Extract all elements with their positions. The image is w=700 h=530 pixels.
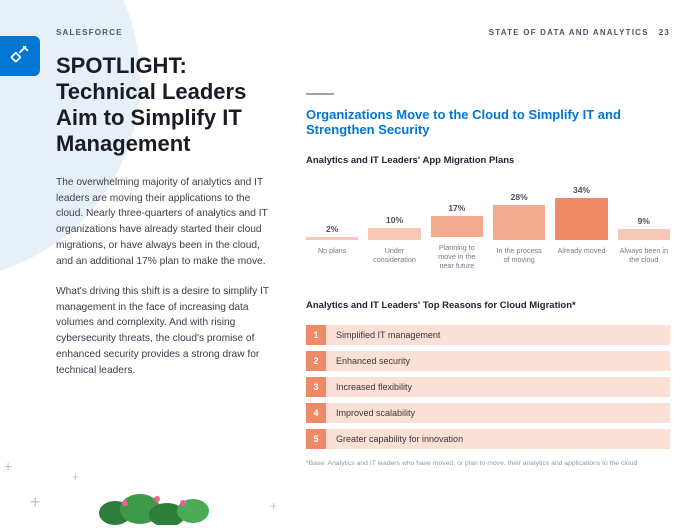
reason-rank: 2 (306, 351, 326, 371)
reason-row: 3Increased flexibility (306, 377, 670, 397)
reason-row: 2Enhanced security (306, 351, 670, 371)
bar-column: 34% Already moved (555, 185, 607, 271)
bar-label: No plans (318, 246, 346, 270)
bar-value: 2% (326, 224, 338, 234)
bar-value: 28% (511, 192, 528, 202)
chart-heading: Analytics and IT Leaders' App Migration … (306, 155, 670, 166)
reason-rank: 1 (306, 325, 326, 345)
bar-value: 10% (386, 215, 403, 225)
bar-value: 9% (638, 216, 650, 226)
bar-column: 2% No plans (306, 224, 358, 270)
bar-label: Always been in the cloud (618, 246, 670, 270)
bar-label: Already moved (558, 246, 606, 270)
doc-title: STATE OF DATA AND ANALYTICS (489, 28, 649, 37)
body-paragraph: What's driving this shift is a desire to… (56, 284, 276, 379)
bar (306, 237, 358, 240)
reason-label: Increased flexibility (326, 377, 670, 397)
migration-bar-chart: 2% No plans 10% Under consideration 17% Plann… (306, 180, 670, 270)
reason-row: 1Simplified IT management (306, 325, 670, 345)
bar-value: 17% (448, 203, 465, 213)
reason-label: Improved scalability (326, 403, 670, 423)
bar-value: 34% (573, 185, 590, 195)
reasons-list: 1Simplified IT management2Enhanced secur… (306, 325, 670, 449)
bar-label: Under consideration (368, 246, 420, 270)
bar (555, 198, 607, 241)
bar-column: 9% Always been in the cloud (618, 216, 670, 270)
bar (618, 229, 670, 240)
reasons-heading: Analytics and IT Leaders' Top Reasons fo… (306, 300, 670, 311)
bar (493, 205, 545, 240)
bar (368, 228, 420, 241)
reason-rank: 3 (306, 377, 326, 397)
section-rule (306, 93, 334, 95)
bar-label: Planning to move in the near future (431, 243, 483, 270)
bar-column: 10% Under consideration (368, 215, 420, 271)
body-paragraph: The overwhelming majority of analytics a… (56, 175, 276, 270)
page-number: 23 (659, 28, 670, 37)
bar (431, 216, 483, 237)
running-head: STATE OF DATA AND ANALYTICS 23 (306, 28, 670, 37)
bar-label: In the process of moving (493, 246, 545, 270)
reason-rank: 4 (306, 403, 326, 423)
reason-row: 5Greater capability for innovation (306, 429, 670, 449)
reason-label: Simplified IT management (326, 325, 670, 345)
bar-column: 17% Planning to move in the near future (431, 203, 483, 270)
page-title: SPOTLIGHT: Technical Leaders Aim to Simp… (56, 53, 276, 157)
reason-row: 4Improved scalability (306, 403, 670, 423)
bar-column: 28% In the process of moving (493, 192, 545, 270)
section-title: Organizations Move to the Cloud to Simpl… (306, 107, 670, 137)
reason-label: Enhanced security (326, 351, 670, 371)
reason-label: Greater capability for innovation (326, 429, 670, 449)
reason-rank: 5 (306, 429, 326, 449)
footnote: *Base: Analytics and IT leaders who have… (306, 459, 670, 469)
brand-eyebrow: SALESFORCE (56, 28, 276, 37)
